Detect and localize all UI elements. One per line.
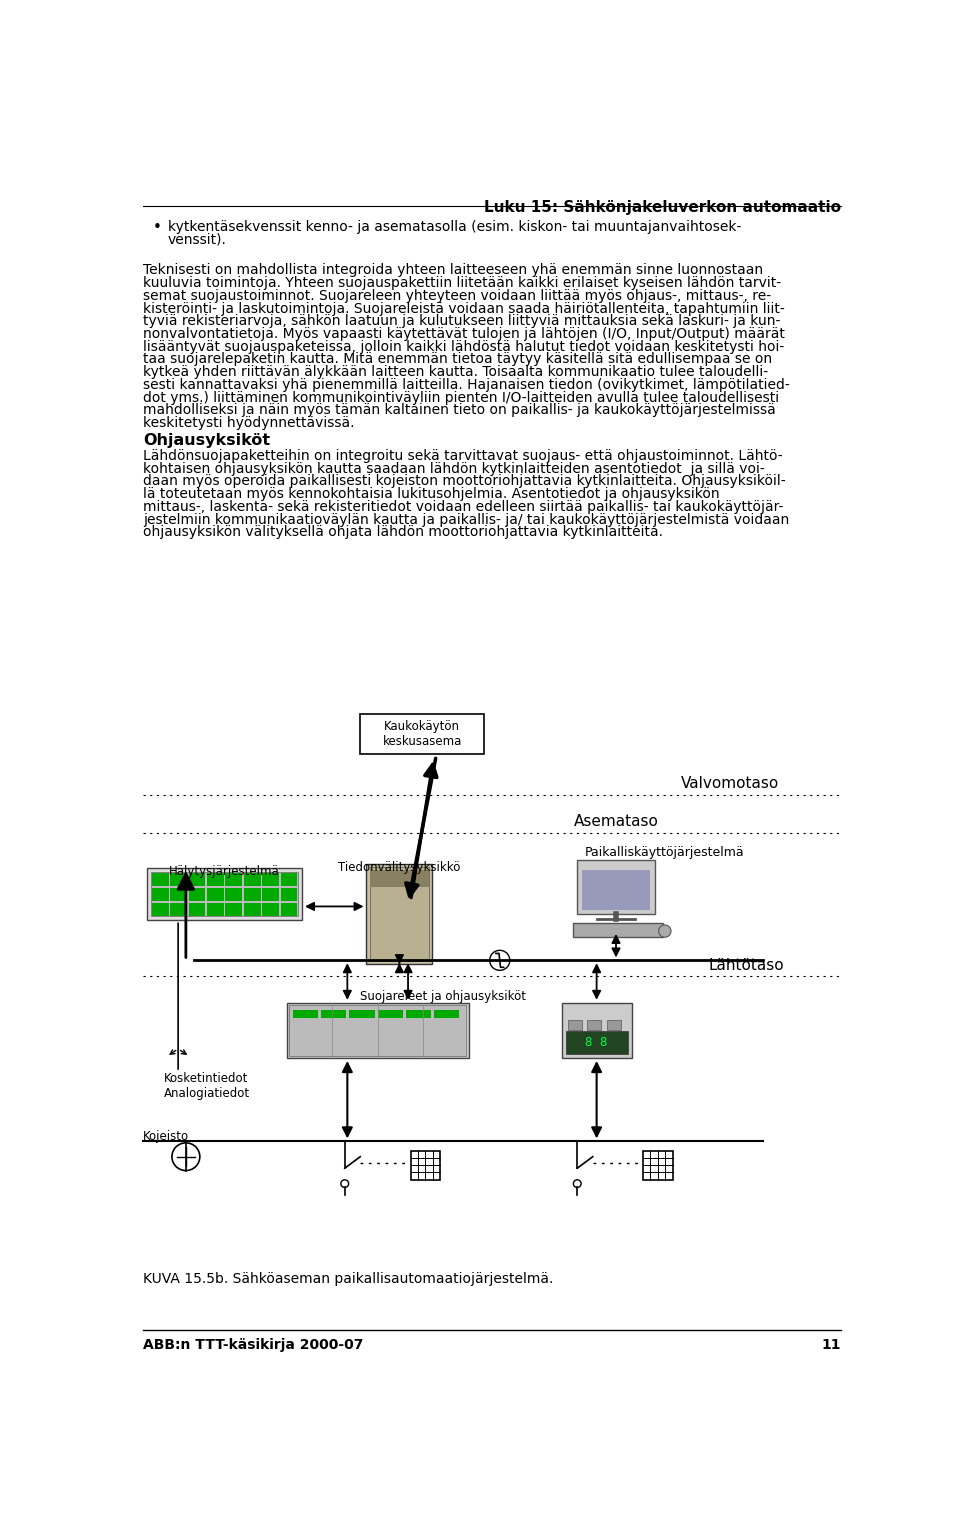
Bar: [370, 868, 429, 960]
Text: semat suojaustoiminnot. Suojareleen yhteyteen voidaan liittää myös ohjaus-, mitt: semat suojaustoiminnot. Suojareleen yhte…: [143, 289, 772, 303]
Bar: [151, 872, 299, 916]
Text: Kaukokäytön
keskusasema: Kaukokäytön keskusasema: [383, 720, 462, 747]
Text: Paikalliskäyttöjärjestelmä: Paikalliskäyttöjärjestelmä: [585, 846, 745, 860]
Text: tyviä rekisteriarvoja, sähkön laatuun ja kulutukseen liittyviä mittauksia sekä l: tyviä rekisteriarvoja, sähkön laatuun ja…: [143, 315, 780, 329]
Text: keskitetysti hyödynnettävissä.: keskitetysti hyödynnettävissä.: [143, 416, 355, 429]
Bar: [643, 1151, 673, 1180]
Text: daan myös operoida paikallisesti kojeiston moottoriohjattavia kytkinlaitteita. O: daan myös operoida paikallisesti kojeist…: [143, 475, 786, 489]
Text: Suojareleet ja ohjausyksiköt: Suojareleet ja ohjausyksiköt: [360, 989, 526, 1003]
Text: kytkentäsekvenssit kenno- ja asematasolla (esim. kiskon- tai muuntajanvaihtosek-: kytkentäsekvenssit kenno- ja asematasoll…: [168, 219, 741, 233]
Text: jestelmiin kommunikaatioväylän kautta ja paikallis- ja/ tai kaukokäyttöjärjestel: jestelmiin kommunikaatioväylän kautta ja…: [143, 513, 789, 527]
Bar: [207, 889, 224, 901]
Text: 11: 11: [821, 1338, 841, 1352]
Text: Asemataso: Asemataso: [573, 814, 659, 829]
Bar: [577, 860, 655, 915]
Text: lisääntyvät suojauspaketeissa, jolloin kaikki lähdöstä halutut tiedot voidaan ke: lisääntyvät suojauspaketeissa, jolloin k…: [143, 339, 784, 353]
Text: sesti kannattavaksi yhä pienemmillä laitteilla. Hajanaisen tiedon (ovikytkimet, : sesti kannattavaksi yhä pienemmillä lait…: [143, 377, 790, 391]
Bar: [207, 874, 224, 886]
Text: Hälytysjärjestelmä: Hälytysjärjestelmä: [169, 864, 280, 878]
Bar: [188, 903, 205, 916]
Text: Kosketintiedot
Analogiatiedot: Kosketintiedot Analogiatiedot: [164, 1071, 251, 1100]
Text: •: •: [153, 219, 161, 234]
Bar: [170, 889, 187, 901]
Text: KUVA 15.5b. Sähköaseman paikallisautomaatiojärjestelmä.: KUVA 15.5b. Sähköaseman paikallisautomaa…: [143, 1272, 554, 1286]
Bar: [349, 1011, 374, 1018]
Bar: [562, 1003, 632, 1058]
Text: Kojeisto: Kojeisto: [143, 1129, 189, 1143]
Text: lä toteutetaan myös kennokohtaisia lukitusohjelmia. Asentotiedot ja ohjausyksikö: lä toteutetaan myös kennokohtaisia lukit…: [143, 487, 720, 501]
Bar: [152, 889, 169, 901]
Bar: [582, 871, 650, 910]
Text: kisteröinti- ja laskutoimintoja. Suojareleistä voidaan saada häiriötallenteita, : kisteröinti- ja laskutoimintoja. Suojare…: [143, 301, 785, 315]
Bar: [152, 903, 169, 916]
Bar: [406, 1011, 431, 1018]
Text: kytkeä yhden riittävän älykkään laitteen kautta. Toisaalta kommunikaatio tulee t: kytkeä yhden riittävän älykkään laitteen…: [143, 365, 768, 379]
Bar: [244, 903, 261, 916]
Bar: [226, 903, 242, 916]
Bar: [568, 1020, 582, 1030]
Bar: [207, 903, 224, 916]
Bar: [367, 864, 432, 965]
Bar: [147, 868, 302, 921]
Bar: [360, 714, 484, 753]
Bar: [607, 1020, 621, 1030]
Bar: [293, 1011, 318, 1018]
Bar: [188, 889, 205, 901]
Bar: [411, 1151, 440, 1180]
Bar: [573, 924, 662, 938]
Text: Luku 15: Sähkönjakeluverkon automaatio: Luku 15: Sähkönjakeluverkon automaatio: [484, 199, 841, 215]
Bar: [262, 903, 279, 916]
Text: ohjausyksikön välityksellä ohjata lähdön moottoriohjattavia kytkinlaitteita.: ohjausyksikön välityksellä ohjata lähdön…: [143, 525, 663, 539]
Text: dot yms.) liittäminen kommunikointiväyliin pienten I/O-laitteiden avulla tulee t: dot yms.) liittäminen kommunikointiväyli…: [143, 391, 780, 405]
Text: kuuluvia toimintoja. Yhteen suojauspakettiin liitetään kaikki erilaiset kyseisen: kuuluvia toimintoja. Yhteen suojauspaket…: [143, 275, 781, 291]
Text: taa suojarelepaketin kautta. Mitä enemmän tietoa täytyy käsitellä sitä edullisem: taa suojarelepaketin kautta. Mitä enemmä…: [143, 353, 773, 367]
Text: Lähdönsuojapaketteihin on integroitu sekä tarvittavat suojaus- että ohjaustoimin: Lähdönsuojapaketteihin on integroitu sek…: [143, 449, 782, 463]
Bar: [188, 874, 205, 886]
Bar: [152, 874, 169, 886]
Bar: [321, 1011, 347, 1018]
Bar: [289, 1005, 467, 1056]
Bar: [226, 874, 242, 886]
Bar: [565, 1032, 628, 1055]
Bar: [170, 903, 187, 916]
Bar: [434, 1011, 460, 1018]
Bar: [226, 889, 242, 901]
Bar: [262, 889, 279, 901]
Bar: [244, 874, 261, 886]
Text: Teknisesti on mahdollista integroida yhteen laitteeseen yhä enemmän sinne luonno: Teknisesti on mahdollista integroida yht…: [143, 263, 763, 277]
Bar: [170, 874, 187, 886]
Circle shape: [659, 925, 671, 938]
Bar: [588, 1020, 601, 1030]
Bar: [287, 1003, 468, 1058]
Bar: [244, 889, 261, 901]
Text: kohtaisen ohjausyksikön kautta saadaan lähdön kytkinlaitteiden asentotiedot  ja : kohtaisen ohjausyksikön kautta saadaan l…: [143, 461, 765, 476]
Text: venssit).: venssit).: [168, 233, 227, 247]
Text: mittaus-, laskenta- sekä rekisteritiedot voidaan edelleen siirtää paikallis- tai: mittaus-, laskenta- sekä rekisteritiedot…: [143, 499, 783, 514]
Text: Tiedonvälitysyksikkö: Tiedonvälitysyksikkö: [338, 861, 461, 874]
Text: Valvomotaso: Valvomotaso: [681, 776, 779, 791]
Bar: [377, 1011, 403, 1018]
Bar: [280, 889, 298, 901]
Bar: [370, 871, 429, 887]
Bar: [262, 874, 279, 886]
Bar: [280, 874, 298, 886]
Bar: [280, 903, 298, 916]
Text: 8 8: 8 8: [586, 1036, 608, 1049]
Circle shape: [490, 950, 510, 971]
Text: mahdolliseksi ja näin myös tämän kaltainen tieto on paikallis- ja kaukokäyttöjär: mahdolliseksi ja näin myös tämän kaltain…: [143, 403, 776, 417]
Text: nonvalvontatietoja. Myös vapaasti käytettävät tulojen ja lähtöjen (I/O, Input/Ou: nonvalvontatietoja. Myös vapaasti käytet…: [143, 327, 785, 341]
Text: Ohjausyksiköt: Ohjausyksiköt: [143, 434, 271, 449]
Text: ABB:n TTT-käsikirja 2000-07: ABB:n TTT-käsikirja 2000-07: [143, 1338, 364, 1352]
Text: Lähtötaso: Lähtötaso: [709, 957, 784, 973]
